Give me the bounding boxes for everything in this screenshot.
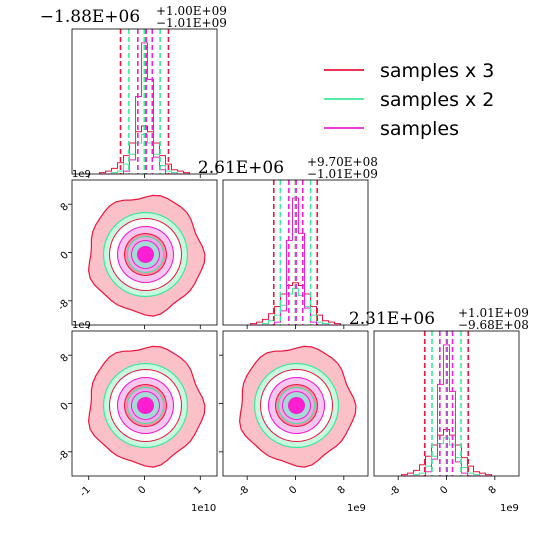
x-tick-label: 0 bbox=[438, 484, 450, 496]
title-minus: −9.68E+08 bbox=[458, 318, 529, 332]
contour-level-8 bbox=[287, 396, 306, 415]
x-offset-label-col3: 1e9 bbox=[500, 503, 519, 514]
legend: samples x 3 samples x 2 samples bbox=[324, 60, 494, 140]
x-tick-label: -8 bbox=[387, 484, 402, 499]
histogram-series1 bbox=[250, 282, 341, 325]
y-tick-label: 0 bbox=[59, 250, 71, 262]
x-tick-label: 8 bbox=[336, 484, 348, 496]
contour-panel-p0-p2: -1 0 1 -8 0 8 bbox=[56, 330, 218, 499]
legend-label: samples x 3 bbox=[380, 60, 494, 82]
histogram-panel-p0 bbox=[71, 28, 218, 178]
title-minus: −1.01E+09 bbox=[156, 16, 227, 30]
x-tick-label: 0 bbox=[287, 484, 299, 496]
contour-level-8 bbox=[136, 245, 155, 264]
x-tick-label: -1 bbox=[78, 484, 93, 499]
legend-item-2: samples x 2 bbox=[324, 89, 494, 111]
title-base: −1.88E+06 bbox=[40, 7, 140, 27]
histogram-panel-p2: -8 0 8 bbox=[373, 330, 520, 499]
contour-panel-p0-p1: -8 0 8 bbox=[56, 179, 218, 329]
y-offset-label-row2: 1e9 bbox=[72, 169, 91, 180]
y-tick-label: -8 bbox=[56, 449, 71, 464]
legend-label: samples bbox=[380, 118, 459, 140]
legend-item-3: samples bbox=[324, 118, 459, 140]
x-offset-label-col2: 1e9 bbox=[347, 503, 366, 514]
y-tick-label: 8 bbox=[59, 352, 71, 364]
contour-panel-p1-p2: -8 0 8 bbox=[219, 330, 369, 499]
y-tick-label: -8 bbox=[56, 298, 71, 313]
y-tick-label: 8 bbox=[59, 201, 71, 213]
histogram-panel-p1 bbox=[222, 179, 369, 329]
title-minus: −1.01E+09 bbox=[307, 167, 378, 181]
title-base: 2.31E+06 bbox=[349, 309, 435, 329]
contour-level-8 bbox=[136, 396, 155, 415]
x-tick-label: 8 bbox=[487, 484, 499, 496]
x-tick-label: 1 bbox=[192, 484, 204, 496]
legend-item-1: samples x 3 bbox=[324, 60, 494, 82]
title-plus: +9.70E+08 bbox=[307, 155, 378, 169]
param-title-3: 2.31E+06 +1.01E+09−9.68E+08 bbox=[349, 306, 529, 332]
param-title-2: 2.61E+06 +9.70E+08−1.01E+09 bbox=[198, 155, 378, 181]
title-base: 2.61E+06 bbox=[198, 158, 284, 178]
x-tick-label: -8 bbox=[236, 484, 251, 499]
title-plus: +1.01E+09 bbox=[458, 306, 529, 320]
legend-label: samples x 2 bbox=[380, 89, 494, 111]
param-title-1: −1.88E+06 +1.00E+09−1.01E+09 bbox=[40, 4, 227, 30]
y-offset-label-row3: 1e9 bbox=[72, 320, 91, 331]
titles: −1.88E+06 +1.00E+09−1.01E+092.61E+06 +9.70… bbox=[40, 4, 529, 332]
title-plus: +1.00E+09 bbox=[156, 4, 227, 18]
x-offset-label-col1: 1e10 bbox=[191, 503, 216, 514]
y-tick-label: 0 bbox=[59, 401, 71, 413]
x-tick-label: 0 bbox=[136, 484, 148, 496]
